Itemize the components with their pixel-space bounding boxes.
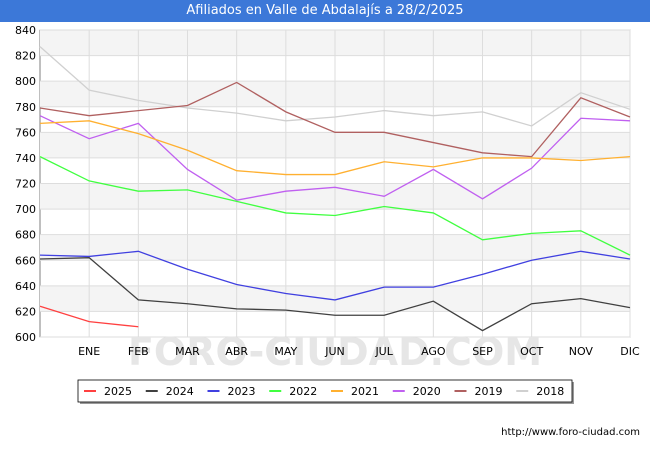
legend-label: 2019 (475, 385, 503, 398)
chart-title: Afiliados en Valle de Abdalajís a 28/2/2… (0, 0, 650, 22)
watermark: FORO-CIUDAD.COM (128, 330, 542, 374)
x-tick-label: OCT (520, 345, 543, 358)
x-tick-label: AGO (421, 345, 446, 358)
series-line-2022 (39, 156, 631, 256)
x-tick-label: DIC (620, 345, 640, 358)
y-tick-label: 620 (15, 305, 36, 318)
x-tick-label: FEB (128, 345, 149, 358)
x-tick-label: JUN (324, 345, 345, 358)
series-line-2023 (39, 250, 631, 301)
y-tick-label: 760 (15, 126, 36, 139)
series-line-2019 (39, 81, 631, 158)
x-tick-label: SEP (472, 345, 493, 358)
legend-box (77, 379, 573, 403)
y-tick-label: 680 (15, 229, 36, 242)
y-tick-label: 720 (15, 178, 36, 191)
legend-label: 2025 (104, 385, 132, 398)
legend-label: 2024 (166, 385, 194, 398)
legend-label: 2021 (351, 385, 379, 398)
x-tick-label: JUL (374, 345, 393, 358)
y-tick-label: 640 (15, 280, 36, 293)
legend-label: 2023 (228, 385, 256, 398)
x-tick-label: MAY (274, 345, 297, 358)
legend-label: 2018 (536, 385, 564, 398)
x-tick-label: ABR (225, 345, 248, 358)
y-tick-label: 840 (15, 24, 36, 37)
legend-label: 2020 (413, 385, 441, 398)
x-tick-label: NOV (569, 345, 594, 358)
y-tick-label: 660 (15, 254, 36, 267)
legend-label: 2022 (289, 385, 317, 398)
series-line-2020 (39, 115, 631, 201)
y-tick-label: 600 (15, 331, 36, 344)
y-tick-label: 700 (15, 203, 36, 216)
series-line-2018 (39, 46, 631, 127)
y-tick-label: 740 (15, 152, 36, 165)
source-url[interactable]: http://www.foro-ciudad.com (501, 427, 640, 438)
x-tick-label: MAR (175, 345, 200, 358)
series-line-2025 (39, 305, 139, 328)
y-tick-label: 820 (15, 50, 36, 63)
y-tick-label: 780 (15, 101, 36, 114)
x-tick-label: ENE (78, 345, 100, 358)
y-tick-label: 800 (15, 75, 36, 88)
series-line-2024 (39, 257, 631, 332)
series-line-2021 (39, 120, 631, 176)
